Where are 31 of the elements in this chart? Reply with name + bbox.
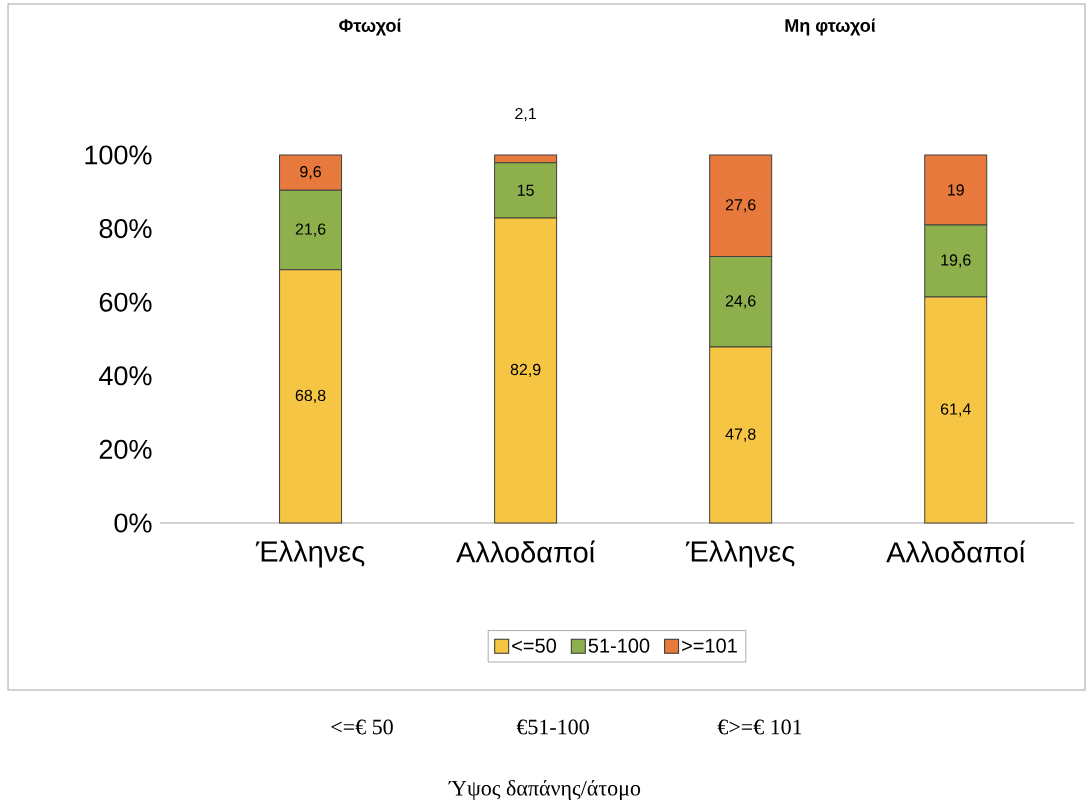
y-tick-label: 0%: [114, 513, 152, 533]
data-label: 82,9: [510, 363, 541, 378]
text: Φτωχοί: [339, 18, 401, 36]
text: €51-100: [516, 719, 589, 735]
data-label: 2,1: [515, 107, 536, 122]
legend-label: 51-100: [588, 638, 650, 653]
text: <=€ 50: [331, 719, 393, 735]
text: €>=€ 101: [717, 719, 802, 735]
x-tick-label: Αλλοδαποί: [456, 540, 595, 563]
data-label: 61,4: [940, 403, 971, 417]
x-tick-label: Έλληνες: [685, 540, 795, 568]
y-tick-label: 60%: [99, 292, 152, 312]
data-label: 21,6: [295, 223, 326, 237]
data-label: 19,6: [941, 254, 971, 268]
y-tick-label: 20%: [99, 439, 152, 459]
data-label: 27,6: [725, 199, 756, 213]
data-label: 15: [517, 184, 534, 196]
legend-label: <=50: [512, 638, 557, 653]
y-tick-label: 100%: [85, 145, 152, 165]
data-label: 24,6: [725, 295, 756, 309]
y-tick-label: 40%: [99, 366, 152, 386]
x-tick-label: Αλλοδαποί: [886, 540, 1025, 563]
data-label: 68,8: [295, 389, 326, 403]
text: Μη φτωχοί: [785, 18, 876, 36]
data-label: 9,6: [300, 166, 321, 180]
x-tick-label: Έλληνες: [255, 540, 365, 568]
y-tick-label: 80%: [99, 219, 152, 239]
legend-label: >=101: [682, 638, 737, 653]
data-label: 19: [948, 184, 964, 196]
data-label: 47,8: [725, 428, 756, 442]
text: Ύψος δαπάνης/άτομο: [448, 779, 641, 801]
